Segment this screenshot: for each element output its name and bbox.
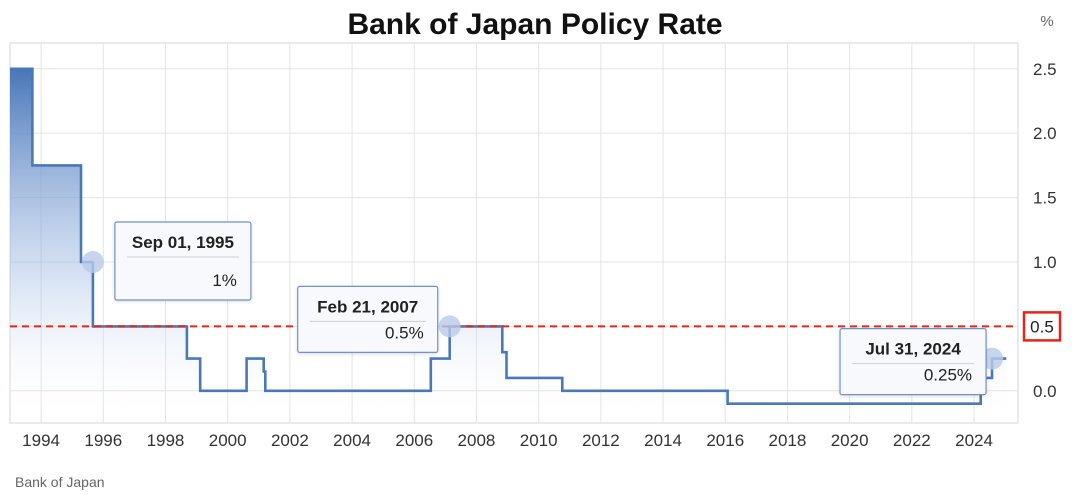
reference-line-group: 0.5 (10, 311, 1062, 342)
annotation: Jul 31, 2024 0.25% (839, 327, 1004, 396)
series-line (10, 67, 1007, 405)
x-tick-label: 1998 (147, 431, 185, 450)
x-tick-label: 2022 (893, 431, 931, 450)
x-tick-label: 1996 (84, 431, 122, 450)
x-tick-label: 2000 (209, 431, 247, 450)
area-fill (10, 68, 1007, 424)
y-tick-label: 2.0 (1033, 124, 1057, 143)
x-tick-label: 2008 (458, 431, 496, 450)
y-axis: 0.0 1.0 1.5 2.0 2.5 (1033, 60, 1057, 401)
chart-title: Bank of Japan Policy Rate (347, 8, 722, 41)
annotation-marker (81, 250, 104, 273)
annotation-value: 0.25% (924, 366, 972, 385)
x-axis: 1994 1996 1998 2000 2002 2004 2006 2008 2010 2012… (22, 431, 993, 450)
y-axis-unit: % (1040, 13, 1053, 30)
annotation: Sep 01, 1995 1% (81, 221, 252, 301)
area-path (10, 68, 1007, 424)
y-tick-label: 1.0 (1033, 253, 1057, 272)
x-tick-label: 2014 (644, 431, 682, 450)
x-tick-label: 2020 (831, 431, 869, 450)
annotation-box (297, 285, 439, 353)
x-tick-label: 2006 (395, 431, 433, 450)
annotations: Sep 01, 1995 1% Feb 21, 2007 0.5% Jul 31, 20… (81, 221, 1004, 396)
source-label: Bank of Japan (15, 474, 105, 490)
annotation-box (114, 221, 252, 301)
x-tick-label: 2018 (769, 431, 807, 450)
annotation-value: 1% (212, 271, 237, 290)
series-line-path (10, 67, 1007, 405)
x-tick-label: 2024 (955, 431, 993, 450)
annotation-date: Sep 01, 1995 (132, 233, 234, 252)
x-tick-label: 2002 (271, 431, 309, 450)
x-tick-label: 2010 (520, 431, 558, 450)
reference-line-label: 0.5 (1030, 317, 1054, 336)
annotation-value: 0.5% (385, 323, 424, 342)
reference-line-label-box (1022, 311, 1062, 342)
annotation: Feb 21, 2007 0.5% (297, 285, 461, 353)
annotation-box (839, 327, 987, 396)
x-tick-label: 2012 (582, 431, 620, 450)
y-tick-label: 0.0 (1033, 382, 1057, 401)
annotation-marker (438, 315, 461, 338)
y-tick-label: 2.5 (1033, 60, 1057, 79)
annotation-date: Jul 31, 2024 (865, 340, 961, 359)
annotation-date: Feb 21, 2007 (317, 297, 418, 316)
y-tick-label: 1.5 (1033, 189, 1057, 208)
x-tick-label: 2004 (333, 431, 371, 450)
x-tick-label: 2016 (706, 431, 744, 450)
x-tick-label: 1994 (22, 431, 60, 450)
